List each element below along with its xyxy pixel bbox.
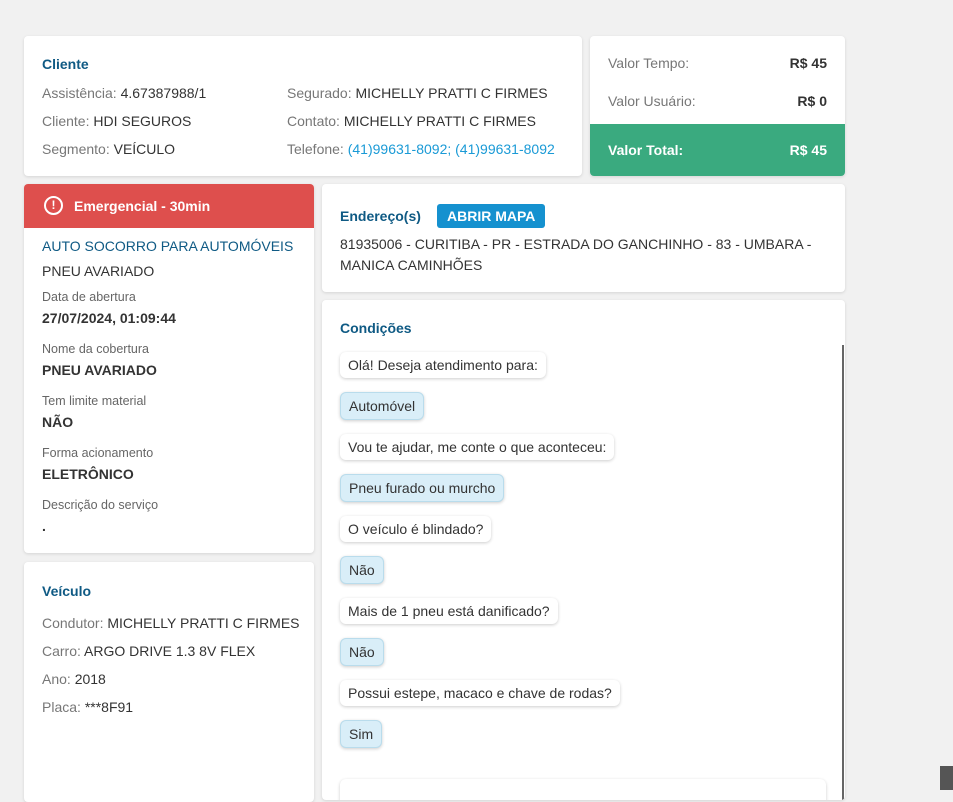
field-label: Nome da cobertura [42,342,150,356]
chat-answer: Automóvel [340,392,425,420]
valores-card: Valor Tempo: R$ 45 Valor Usuário: R$ 0 V… [590,36,845,176]
chat-question: Olá! Deseja atendimento para: [340,352,546,378]
chat-question: O veículo é blindado? [340,516,492,542]
field-value: PNEU AVARIADO [42,362,157,378]
contato-value: MICHELLY PRATTI C FIRMES [343,113,536,129]
telefone-link[interactable]: (41)99631-8092; (41)99631-8092 [347,141,555,157]
carro-label: Carro: [42,643,81,659]
servico-subtitle: PNEU AVARIADO [42,263,155,279]
field-label: Forma acionamento [42,446,154,460]
emergencial-badge: ! Emergencial - 30min [24,184,314,228]
field-label: Tem limite material [42,394,147,408]
endereco-card: Endereço(s) ABRIR MAPA 81935006 - CURITI… [322,184,845,292]
valor-usuario-label: Valor Usuário: [608,93,696,109]
placa-label: Placa: [42,699,81,715]
carro-value: ARGO DRIVE 1.3 8V FLEX [84,643,256,659]
veiculo-title: Veículo [42,583,92,599]
condutor-label: Condutor: [42,615,104,631]
assistencia-label: Assistência: [42,85,117,101]
cliente-value: HDI SEGUROS [93,113,192,129]
segmento-value: VEÍCULO [113,141,176,157]
endereco-title: Endereço(s) [340,208,421,224]
chat-question: Mais de 1 pneu está danificado? [340,598,558,624]
valor-total: R$ 45 [789,142,827,158]
segurado-label: Segurado: [287,85,352,101]
chat-answer: Pneu furado ou murcho [340,474,505,502]
valor-total-bar: Valor Total: R$ 45 [590,124,845,176]
servico-title: AUTO SOCORRO PARA AUTOMÓVEIS [42,238,294,254]
field-value: NÃO [42,414,74,430]
condutor-value: MICHELLY PRATTI C FIRMES [107,615,300,631]
page-scrollbar[interactable] [940,766,953,790]
telefone-label: Telefone: [287,141,344,157]
contato-label: Contato: [287,113,340,129]
info-icon: ! [44,196,63,215]
veiculo-card: Veículo Condutor: MICHELLY PRATTI C FIRM… [24,562,314,802]
field-value: 27/07/2024, 01:09:44 [42,310,176,326]
field-value: . [42,518,46,534]
condicoes-card: Condições Olá! Deseja atendimento para: A… [322,300,845,800]
chat-scrollbar[interactable] [842,345,844,800]
chat-answer: Sim [340,720,383,748]
ano-value: 2018 [74,671,106,687]
ano-label: Ano: [42,671,71,687]
placa-value: ***8F91 [84,699,134,715]
cliente-title: Cliente [42,56,89,72]
assistencia-value: 4.67387988/1 [120,85,207,101]
abrir-mapa-button[interactable]: ABRIR MAPA [437,204,546,228]
condicoes-title: Condições [340,320,412,336]
endereco-line-2: MANICA CAMINHÕES [340,257,483,273]
cliente-card: Cliente Assistência: 4.67387988/1 Client… [24,36,582,176]
valor-tempo-label: Valor Tempo: [608,55,690,71]
valor-total-label: Valor Total: [608,142,684,158]
chat-answer: Não [340,556,384,584]
field-label: Descrição do serviço [42,498,159,512]
valor-usuario: R$ 0 [797,93,827,109]
chat-question: Vou te ajudar, me conte o que aconteceu: [340,434,615,460]
cliente-label: Cliente: [42,113,90,129]
chat-question: Possui estepe, macaco e chave de rodas? [340,680,620,706]
chat-answer: Não [340,638,384,666]
segurado-value: MICHELLY PRATTI C FIRMES [355,85,548,101]
segmento-label: Segmento: [42,141,110,157]
valor-tempo: R$ 45 [789,55,827,71]
servico-card: ! Emergencial - 30min AUTO SOCORRO PARA … [24,184,314,553]
emergencial-text: Emergencial - 30min [74,198,211,214]
field-label: Data de abertura [42,290,136,304]
field-value: ELETRÔNICO [42,466,134,482]
chat-list: Olá! Deseja atendimento para: Automóvel Vo… [340,352,826,762]
endereco-line-1: 81935006 - CURITIBA - PR - ESTRADA DO GA… [340,236,812,252]
